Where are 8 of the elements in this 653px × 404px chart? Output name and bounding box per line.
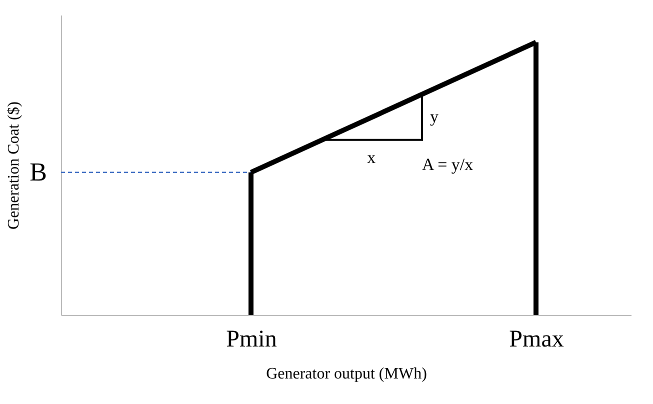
x-tick-label: Pmax	[509, 326, 564, 352]
x-tick-label: Pmin	[226, 326, 277, 352]
x-axis-title: Generator output (MWh)	[266, 366, 427, 382]
y-axis-title: Generation Coat ($)	[6, 102, 22, 230]
annotation: x	[367, 148, 376, 167]
annotation: y	[430, 107, 439, 126]
annotation: A = y/x	[422, 154, 474, 174]
ref-line-label: B	[30, 157, 47, 186]
